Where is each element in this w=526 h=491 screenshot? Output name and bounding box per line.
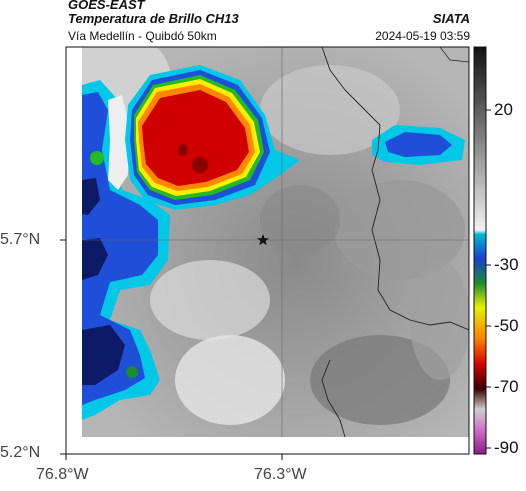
colorbar-tick-label: -70 — [494, 377, 519, 396]
product-subtitle: Temperatura de Brillo CH13 — [68, 11, 239, 26]
timestamp-label: 2024-05-19 03:59 — [375, 29, 470, 43]
brand-label: SIATA — [432, 11, 470, 26]
lat-tick-label: 5.7°N — [0, 231, 41, 248]
satellite-title: GOES-EAST — [68, 0, 145, 12]
colorbar-tick-label: -50 — [494, 316, 519, 335]
map-image — [82, 47, 469, 437]
lon-tick-label: 76.8°W — [36, 466, 89, 483]
colorbar-tick-label: -30 — [494, 255, 519, 274]
colorbar-tick-label: 20 — [494, 100, 513, 119]
location-label: Vía Medellín - Quibdó 50km — [68, 29, 217, 43]
lat-tick-label: 5.2°N — [0, 444, 41, 461]
star-icon — [257, 234, 269, 246]
colorbar-tick-label: -90 — [494, 438, 519, 457]
lon-tick-label: 76.3°W — [254, 466, 307, 483]
colorbar — [473, 46, 491, 455]
